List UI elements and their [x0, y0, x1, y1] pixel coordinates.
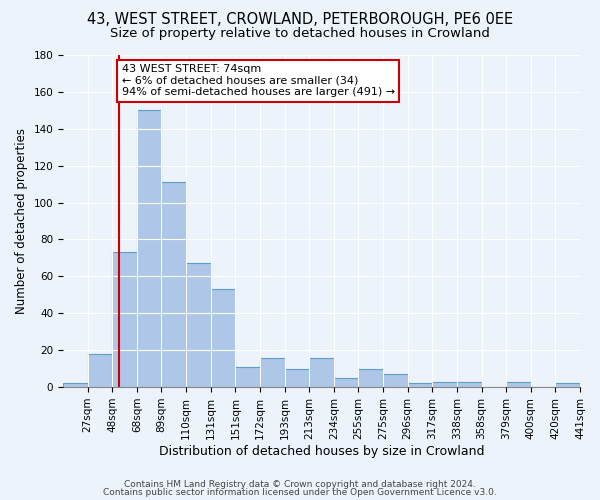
Text: Contains public sector information licensed under the Open Government Licence v3: Contains public sector information licen… [103, 488, 497, 497]
Bar [112, 252, 137, 387]
Bar [457, 382, 482, 387]
Bar [358, 368, 383, 387]
Bar [63, 384, 88, 387]
Bar [260, 358, 284, 387]
Bar [506, 382, 531, 387]
Text: Size of property relative to detached houses in Crowland: Size of property relative to detached ho… [110, 28, 490, 40]
Bar [284, 368, 309, 387]
Bar [432, 382, 457, 387]
Bar [235, 367, 260, 387]
Bar [88, 354, 112, 387]
Bar [334, 378, 358, 387]
Bar [211, 290, 235, 387]
Bar [556, 384, 580, 387]
Bar [186, 264, 211, 387]
Text: 43, WEST STREET, CROWLAND, PETERBOROUGH, PE6 0EE: 43, WEST STREET, CROWLAND, PETERBOROUGH,… [87, 12, 513, 28]
Bar [407, 384, 432, 387]
Text: Contains HM Land Registry data © Crown copyright and database right 2024.: Contains HM Land Registry data © Crown c… [124, 480, 476, 489]
X-axis label: Distribution of detached houses by size in Crowland: Distribution of detached houses by size … [159, 444, 484, 458]
Bar [137, 110, 161, 387]
Y-axis label: Number of detached properties: Number of detached properties [15, 128, 28, 314]
Bar [309, 358, 334, 387]
Bar [383, 374, 407, 387]
Bar [161, 182, 186, 387]
Text: 43 WEST STREET: 74sqm
← 6% of detached houses are smaller (34)
94% of semi-detac: 43 WEST STREET: 74sqm ← 6% of detached h… [122, 64, 395, 98]
